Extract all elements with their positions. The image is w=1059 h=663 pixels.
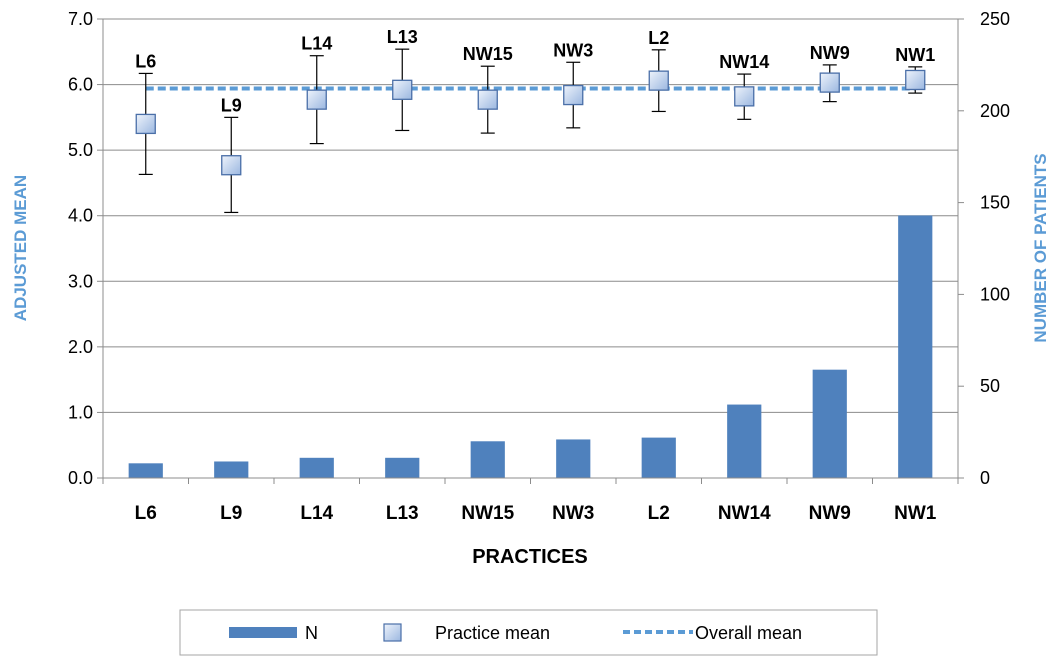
legend-label-practice-mean: Practice mean [435, 623, 550, 643]
legend-label-overall-mean: Overall mean [695, 623, 802, 643]
category-label: NW14 [718, 503, 771, 524]
practice-mean-marker [905, 69, 926, 91]
y-right-tick-label: 250 [980, 9, 1010, 29]
axes [102, 19, 959, 484]
bar-l14 [299, 457, 334, 478]
category-label: NW3 [552, 503, 594, 524]
practice-mean-marker [648, 70, 669, 91]
right-axis-ticks: 0 50 100 150 200 250 [958, 9, 1010, 488]
point-label: NW14 [719, 52, 769, 72]
category-labels: L6 L9 L14 L13 NW15 NW3 L2 NW14 NW9 NW1 [135, 503, 937, 524]
legend-label-n: N [305, 623, 318, 643]
y-axis-title-right: NUMBER OF PATIENTS [1031, 153, 1050, 342]
practice-mean-marker [221, 155, 242, 176]
y-axis-title-left: ADJUSTED MEAN [11, 175, 30, 321]
category-label: L6 [135, 503, 157, 524]
legend-swatch-n [229, 627, 297, 638]
bar-l2 [641, 437, 676, 478]
bar-nw3 [556, 439, 591, 478]
y-left-tick-label: 7.0 [68, 9, 93, 29]
bar-nw15 [470, 441, 505, 478]
point-label: L6 [135, 51, 156, 71]
legend: N Practice mean Overall mean [179, 609, 878, 656]
point-label: L9 [221, 95, 242, 115]
practice-mean-marker [135, 113, 156, 135]
point-label: NW15 [463, 44, 513, 64]
category-label: NW9 [809, 503, 851, 524]
bar-nw9 [812, 369, 847, 478]
practice-mean-marker [563, 84, 584, 106]
bar-nw1 [898, 215, 933, 478]
bar-series-n [128, 215, 933, 478]
point-label: NW1 [895, 45, 935, 65]
category-label: L14 [300, 503, 333, 524]
y-right-tick-label: 0 [980, 468, 990, 488]
category-label: NW1 [894, 503, 937, 524]
y-right-tick-label: 100 [980, 284, 1010, 304]
error-bars [138, 48, 923, 214]
y-left-tick-label: 4.0 [68, 206, 93, 226]
y-right-tick-label: 200 [980, 101, 1010, 121]
practice-mean-marker [819, 72, 840, 93]
y-right-tick-label: 50 [980, 376, 1000, 396]
y-left-tick-label: 6.0 [68, 75, 93, 95]
left-axis-ticks: 0.0 1.0 2.0 3.0 4.0 5.0 6.0 7.0 [68, 9, 103, 488]
x-axis-title: PRACTICES [472, 546, 588, 568]
practice-mean-marker [477, 89, 498, 110]
practice-mean-marker [306, 89, 327, 110]
y-left-tick-label: 2.0 [68, 337, 93, 357]
practice-mean-series [135, 69, 926, 176]
bar-l6 [128, 463, 163, 478]
gridlines [103, 18, 958, 479]
category-label: NW15 [461, 503, 514, 524]
category-label: L9 [220, 503, 242, 524]
bar-l9 [214, 461, 249, 478]
point-label: L2 [648, 28, 669, 48]
bar-l13 [385, 457, 420, 478]
y-left-tick-label: 0.0 [68, 468, 93, 488]
practice-mean-marker [392, 79, 413, 100]
bar-nw14 [727, 404, 762, 478]
y-left-tick-label: 5.0 [68, 140, 93, 160]
category-label: L13 [386, 503, 419, 524]
point-label: L14 [301, 34, 332, 54]
point-label: L13 [387, 27, 418, 47]
point-label: NW3 [553, 40, 593, 60]
category-label: L2 [648, 503, 670, 524]
y-left-tick-label: 1.0 [68, 402, 93, 422]
legend-swatch-practice-mean [383, 623, 402, 642]
point-labels: L6 L9 L14 L13 NW15 NW3 L2 NW14 NW9 NW1 [135, 27, 935, 115]
point-label: NW9 [810, 43, 850, 63]
y-right-tick-label: 150 [980, 193, 1010, 213]
y-left-tick-label: 3.0 [68, 271, 93, 291]
practice-mean-marker [734, 86, 755, 107]
